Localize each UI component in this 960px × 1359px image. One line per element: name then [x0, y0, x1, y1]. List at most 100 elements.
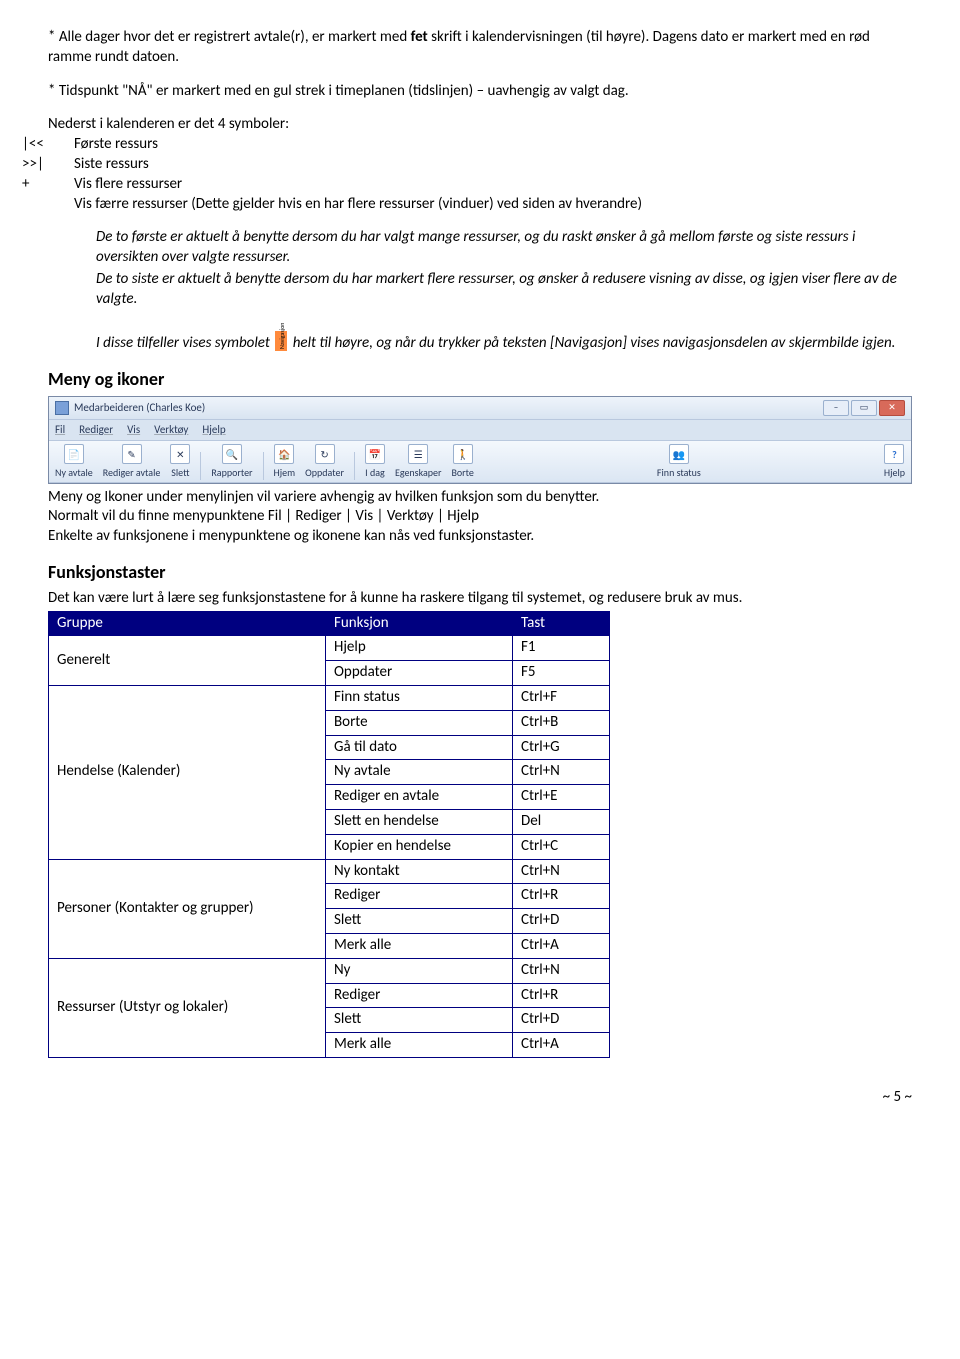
cell-funksjon: Oppdater	[326, 661, 513, 686]
symbol-fewer-resources: Vis færre ressurser (Dette gjelder hvis …	[48, 195, 912, 215]
toolbar-separator-2	[263, 452, 264, 480]
cell-tast: Ctrl+A	[513, 933, 610, 958]
cell-funksjon: Merk alle	[326, 1033, 513, 1058]
toolbar-rediger-avtale-label: Rediger avtale	[103, 466, 161, 479]
italic-p3: I disse tilfeller vises symbolet helt ti…	[96, 331, 912, 354]
symbol-last-resource-label: Siste ressurs	[74, 155, 149, 173]
toolbar-ny-avtale[interactable]: 📄Ny avtale	[55, 444, 93, 479]
symbol-first-resource-label: Første ressurs	[74, 135, 158, 153]
toolbar-ny-avtale-label: Ny avtale	[55, 466, 93, 479]
toolbar-hjelp-label: Hjelp	[884, 466, 905, 479]
cell-funksjon: Rediger	[326, 884, 513, 909]
th-gruppe: Gruppe	[49, 611, 326, 636]
heading-meny-og-ikoner: Meny og ikoner	[48, 368, 912, 392]
today-icon: 📅	[365, 444, 385, 464]
symbol-first-resource-glyph: |<<	[48, 135, 74, 155]
toolbar-separator-3	[354, 452, 355, 480]
symbol-first-resource: |<<Første ressurs	[48, 135, 912, 155]
menubar: Fil Rediger Vis Verktøy Hjelp	[49, 420, 911, 442]
meny-after-2: Normalt vil du finne menypunktene Fil | …	[48, 507, 912, 527]
cell-funksjon: Ny kontakt	[326, 859, 513, 884]
heading-funksjonstaster: Funksjonstaster	[48, 561, 912, 585]
minimize-button[interactable]: –	[823, 400, 849, 416]
symbol-last-resource-glyph: >>|	[48, 155, 74, 175]
toolbar-idag-label: I dag	[365, 466, 385, 479]
italic-p3b: helt til høyre, og når du trykker på tek…	[289, 334, 895, 352]
delete-icon: ✕	[170, 444, 190, 464]
toolbar-idag[interactable]: 📅 I dag	[365, 444, 385, 479]
group-ressurser: Ressurser (Utstyr og lokaler)	[49, 958, 326, 1057]
cell-tast: Ctrl+F	[513, 685, 610, 710]
cell-tast: Ctrl+G	[513, 735, 610, 760]
table-row: Hendelse (Kalender) Finn status Ctrl+F	[49, 685, 610, 710]
toolbar-rapporter-label: Rapporter	[211, 466, 252, 479]
cell-funksjon: Kopier en hendelse	[326, 834, 513, 859]
cell-funksjon: Rediger	[326, 983, 513, 1008]
cell-funksjon: Merk alle	[326, 933, 513, 958]
cell-funksjon: Finn status	[326, 685, 513, 710]
th-tast: Tast	[513, 611, 610, 636]
italic-p3a: I disse tilfeller vises symbolet	[96, 334, 273, 352]
cell-tast: Ctrl+E	[513, 785, 610, 810]
th-funksjon: Funksjon	[326, 611, 513, 636]
cell-tast: Ctrl+B	[513, 710, 610, 735]
edit-appointment-icon: ✎	[122, 444, 142, 464]
maximize-button[interactable]: ▭	[851, 400, 877, 416]
cell-tast: Ctrl+D	[513, 1008, 610, 1033]
toolbar: 📄Ny avtale ✎ Rediger avtale ✕ Slett 🔍 Rappo…	[49, 441, 911, 482]
toolbar-separator-1	[200, 452, 201, 480]
cell-funksjon: Ny avtale	[326, 760, 513, 785]
cell-funksjon: Hjelp	[326, 636, 513, 661]
intro-paragraph-2: * Tidspunkt "NÅ" er markert med en gul s…	[48, 82, 912, 102]
toolbar-rapporter[interactable]: 🔍 Rapporter	[211, 444, 252, 479]
funksjonstaster-intro: Det kan være lurt å lære seg funksjonsta…	[48, 589, 912, 609]
navigation-symbol-icon	[275, 331, 287, 351]
table-header-row: Gruppe Funksjon Tast	[49, 611, 610, 636]
toolbar-borte-label: Borte	[451, 466, 473, 479]
close-button[interactable]: ✕	[879, 400, 905, 416]
menu-fil[interactable]: Fil	[55, 423, 65, 438]
italic-p2: De to siste er aktuelt å benytte dersom …	[96, 270, 912, 310]
cell-funksjon: Borte	[326, 710, 513, 735]
app-title: Medarbeideren (Charles Koe)	[74, 401, 205, 416]
cell-funksjon: Slett	[326, 909, 513, 934]
symbol-last-resource: >>|Siste ressurs	[48, 155, 912, 175]
meny-after-1: Meny og Ikoner under menylinjen vil vari…	[48, 488, 912, 508]
toolbar-rediger-avtale[interactable]: ✎ Rediger avtale	[103, 444, 161, 479]
cell-funksjon: Slett en hendelse	[326, 809, 513, 834]
titlebar: Medarbeideren (Charles Koe) – ▭ ✕	[49, 397, 911, 420]
table-row: Generelt Hjelp F1	[49, 636, 610, 661]
away-icon: 🚶	[453, 444, 473, 464]
cell-tast: Ctrl+C	[513, 834, 610, 859]
toolbar-oppdater[interactable]: ↻ Oppdater	[305, 444, 344, 479]
symbol-more-resources-label: Vis flere ressurser	[74, 175, 182, 193]
toolbar-oppdater-label: Oppdater	[305, 466, 344, 479]
find-status-icon: 👥	[669, 444, 689, 464]
toolbar-egenskaper[interactable]: ☰Egenskaper	[395, 444, 442, 479]
app-screenshot: Medarbeideren (Charles Koe) – ▭ ✕ Fil Re…	[48, 396, 912, 484]
toolbar-hjelp[interactable]: ?Hjelp	[884, 444, 905, 479]
italic-explanation: De to første er aktuelt å benytte dersom…	[96, 228, 912, 354]
refresh-icon: ↻	[315, 444, 335, 464]
cell-tast: F5	[513, 661, 610, 686]
cell-tast: Ctrl+D	[513, 909, 610, 934]
cell-tast: Ctrl+A	[513, 1033, 610, 1058]
cell-tast: F1	[513, 636, 610, 661]
page-footer: ~ 5 ~	[48, 1088, 912, 1108]
symbols-lead: Nederst i kalenderen er det 4 symboler:	[48, 115, 912, 135]
window-controls: – ▭ ✕	[823, 400, 905, 416]
cell-funksjon: Ny	[326, 958, 513, 983]
toolbar-slett[interactable]: ✕ Slett	[170, 444, 190, 479]
toolbar-slett-label: Slett	[171, 466, 189, 479]
menu-rediger[interactable]: Rediger	[79, 423, 113, 438]
toolbar-finn-status[interactable]: 👥Finn status	[657, 444, 701, 479]
menu-verktoy[interactable]: Verktøy	[154, 423, 188, 438]
cell-tast: Ctrl+N	[513, 859, 610, 884]
toolbar-borte[interactable]: 🚶 Borte	[451, 444, 473, 479]
menu-hjelp[interactable]: Hjelp	[202, 423, 225, 438]
toolbar-hjem[interactable]: 🏠Hjem	[274, 444, 296, 479]
menu-vis[interactable]: Vis	[127, 423, 140, 438]
reports-icon: 🔍	[222, 444, 242, 464]
group-personer: Personer (Kontakter og grupper)	[49, 859, 326, 958]
table-row: Ressurser (Utstyr og lokaler) Ny Ctrl+N	[49, 958, 610, 983]
